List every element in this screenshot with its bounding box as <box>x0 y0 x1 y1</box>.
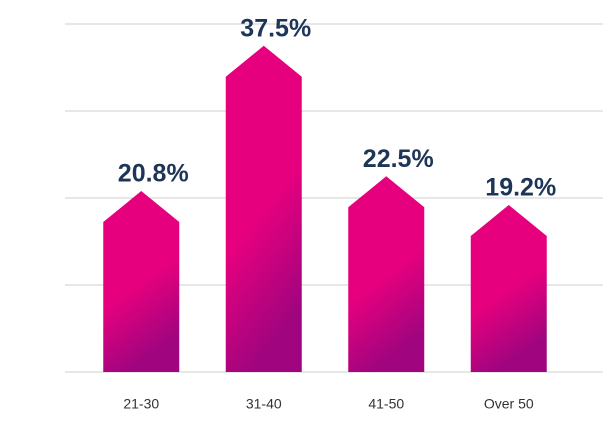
value-label: 37.5% <box>240 14 311 42</box>
bar <box>470 204 547 372</box>
bar <box>103 191 180 372</box>
value-label: 19.2% <box>485 174 556 202</box>
value-label: 20.8% <box>118 160 189 188</box>
x-tick-label: 41-50 <box>368 396 404 412</box>
value-label: 22.5% <box>363 145 434 173</box>
bar <box>225 45 302 372</box>
bar <box>348 176 425 372</box>
x-tick-label: 21-30 <box>123 396 159 412</box>
x-tick-label: 31-40 <box>246 396 282 412</box>
x-tick-label: Over 50 <box>484 396 534 412</box>
